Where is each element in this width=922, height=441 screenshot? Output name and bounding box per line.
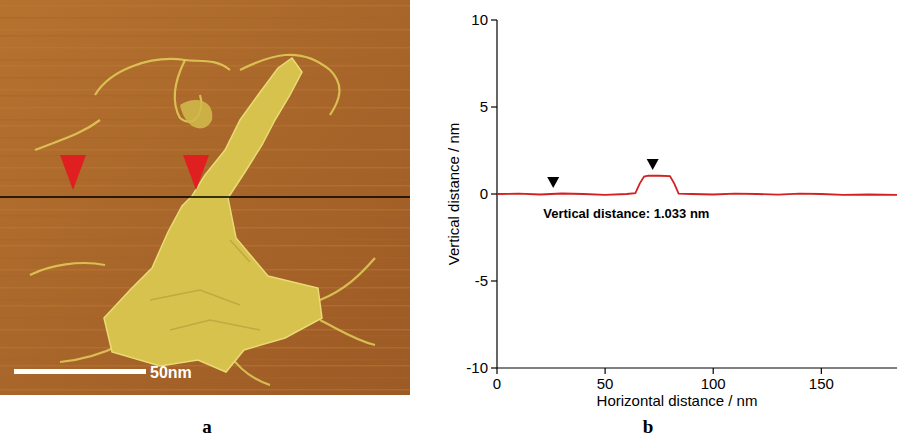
scan-streak xyxy=(0,149,410,151)
filament xyxy=(35,120,100,150)
scan-streak xyxy=(0,17,410,19)
y-tick-label: -5 xyxy=(475,272,488,289)
scan-streak xyxy=(0,377,410,379)
filament xyxy=(320,258,375,300)
y-tick-label: 0 xyxy=(480,185,488,202)
filament xyxy=(95,59,230,95)
afm-image xyxy=(0,0,410,395)
cursor xyxy=(647,159,659,170)
filament xyxy=(30,263,105,275)
scan-streak xyxy=(0,65,410,67)
cursor-marker xyxy=(60,155,86,190)
x-tick xyxy=(605,368,606,374)
flake-texture xyxy=(150,240,260,330)
page: { "image_panel": { "label": "a", "scale_… xyxy=(0,0,922,441)
figure: 50nma-10-50510050100150Horizontal distan… xyxy=(0,0,922,441)
scan-streak xyxy=(0,89,410,91)
cursor xyxy=(547,177,559,188)
y-tick xyxy=(491,367,497,368)
x-tick-label: 100 xyxy=(701,375,726,392)
scale-bar xyxy=(14,369,146,374)
profile-line xyxy=(0,196,410,198)
cursor-marker xyxy=(183,155,209,190)
image-background xyxy=(0,0,410,395)
scan-streak xyxy=(0,5,410,7)
scan-streak xyxy=(0,77,410,79)
scan-streak xyxy=(0,47,410,49)
y-tick-label: 10 xyxy=(471,11,488,28)
x-tick xyxy=(821,368,822,374)
y-tick-label: -10 xyxy=(466,359,488,376)
x-tick-label: 0 xyxy=(493,375,501,392)
y-tick xyxy=(491,193,497,194)
scan-streak xyxy=(0,365,410,367)
scan-streak xyxy=(0,29,410,31)
y-tick-label: 5 xyxy=(480,98,488,115)
scan-streak xyxy=(0,167,410,169)
y-tick xyxy=(491,19,497,20)
x-axis-title: Horizontal distance / nm xyxy=(597,392,758,409)
y-tick xyxy=(491,280,497,281)
panel-label: b xyxy=(643,416,654,437)
y-axis-title: Vertical distance / nm xyxy=(445,123,462,266)
flake xyxy=(104,58,322,372)
scan-streak xyxy=(0,35,410,37)
annotation: Vertical distance: 1.033 nm xyxy=(543,206,709,221)
profile-curve xyxy=(497,176,897,195)
x-axis xyxy=(497,367,897,368)
x-tick xyxy=(496,368,497,374)
flake-piece xyxy=(180,100,212,128)
scan-streak xyxy=(0,389,410,391)
axes xyxy=(491,20,897,374)
plot-area xyxy=(497,159,897,195)
scan-streak xyxy=(0,95,410,97)
y-tick xyxy=(491,106,497,107)
filament xyxy=(320,320,375,345)
x-tick xyxy=(713,368,714,374)
scan-streak xyxy=(0,137,410,139)
scale-bar-label: 50nm xyxy=(150,364,192,381)
panel-label: a xyxy=(202,416,212,437)
x-tick-label: 50 xyxy=(597,375,614,392)
x-tick-label: 150 xyxy=(809,375,834,392)
